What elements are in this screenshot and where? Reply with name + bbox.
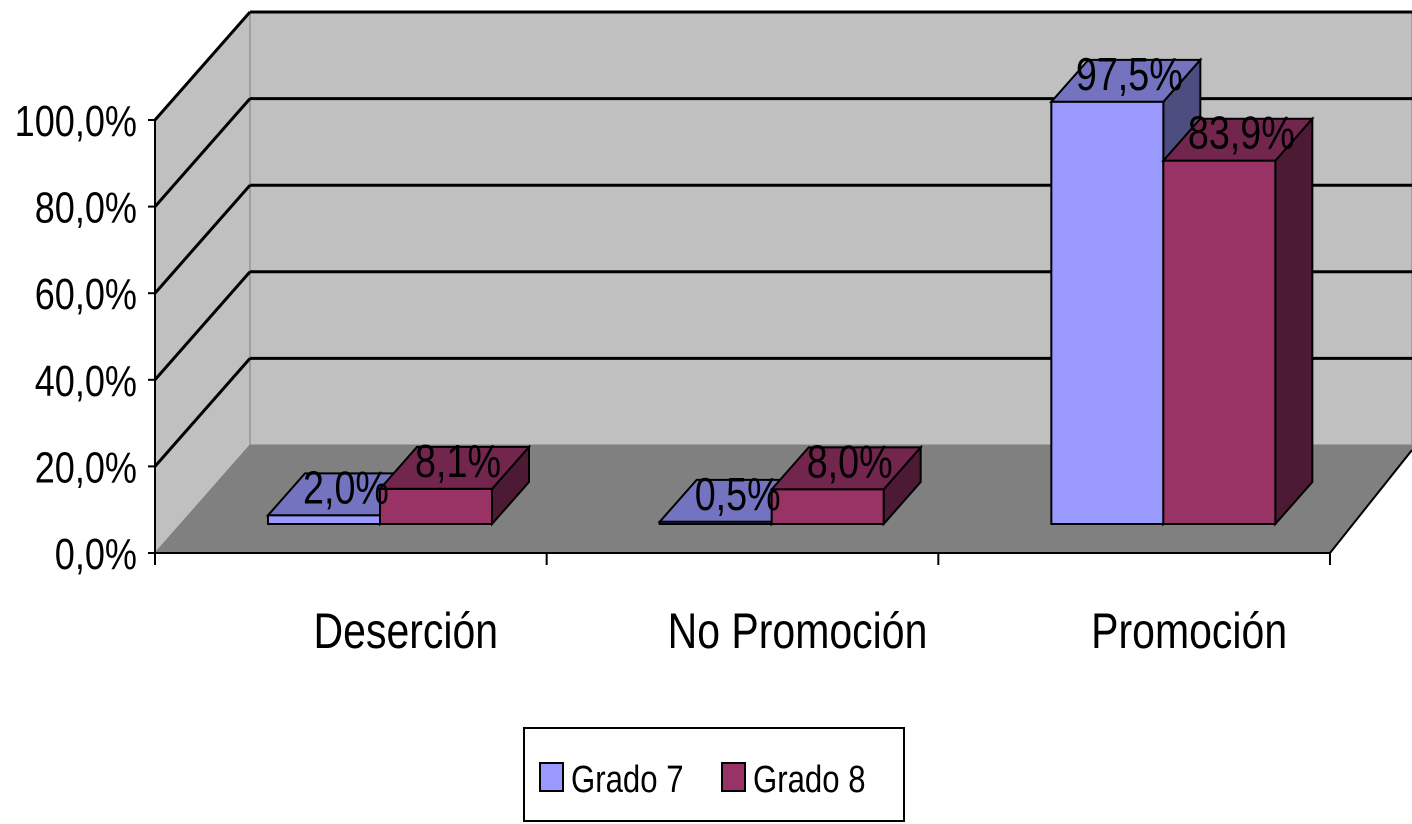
side-gridline — [153, 184, 252, 295]
y-tick-label: 20,0% — [35, 443, 137, 492]
data-label-2-0: 97,5% — [1076, 48, 1183, 99]
bar-side-face — [1274, 116, 1314, 527]
legend-swatch-grado-7 — [539, 762, 564, 792]
y-tick-label: 80,0% — [35, 183, 137, 232]
bar-front-face — [379, 487, 493, 526]
data-label-1-1: 8,0% — [807, 436, 893, 487]
bars — [265, 57, 1315, 527]
bar-front-face — [770, 488, 885, 525]
y-tick-label: 100,0% — [15, 97, 137, 146]
legend-swatch-grado-8 — [721, 762, 746, 792]
bar-front-face — [267, 514, 381, 526]
x-category-label: No Promoción — [668, 603, 928, 659]
legend: Grado 7 Grado 8 — [523, 727, 905, 822]
legend-box — [523, 727, 905, 822]
data-label-1-0: 0,5% — [695, 468, 781, 519]
bar-2-1 — [1161, 116, 1315, 527]
bar-0-1 — [377, 444, 532, 527]
data-labels: 2,0% 8,1% 0,5% 8,0% 97,5%83,9% — [303, 48, 1295, 519]
data-label-0-0: 2,0% — [303, 462, 389, 513]
legend-label-grado-7: Grado 7 — [571, 759, 684, 801]
x-category-label: Promoción — [1091, 603, 1287, 659]
bar-front-face — [1050, 100, 1165, 525]
side-gridline — [153, 357, 252, 468]
bar-front-face — [1162, 159, 1277, 525]
y-tick-label: 40,0% — [35, 356, 137, 405]
axes: 0,0% 20,0% 40,0% 60,0% 80,0% 100,0% Deserción N… — [15, 97, 1412, 659]
side-gridline — [153, 11, 252, 121]
y-tick-label: 60,0% — [35, 270, 137, 319]
data-label-0-1: 8,1% — [415, 435, 501, 486]
legend-label-grado-8: Grado 8 — [753, 759, 866, 801]
side-gridline — [153, 97, 252, 208]
bar-1-1 — [769, 444, 923, 527]
x-category-label: Deserción — [314, 603, 499, 659]
bar-front-face — [658, 520, 773, 526]
data-label-2-1: 83,9% — [1188, 107, 1295, 158]
y-tick-label: 0,0% — [55, 530, 137, 579]
side-gridline — [153, 270, 252, 381]
floor-edge-line — [1329, 449, 1412, 554]
